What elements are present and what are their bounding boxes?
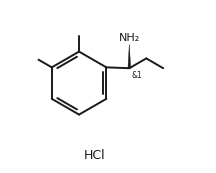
Text: HCl: HCl — [84, 149, 105, 162]
Text: NH₂: NH₂ — [119, 33, 140, 43]
Polygon shape — [128, 44, 131, 68]
Text: &1: &1 — [131, 71, 142, 80]
